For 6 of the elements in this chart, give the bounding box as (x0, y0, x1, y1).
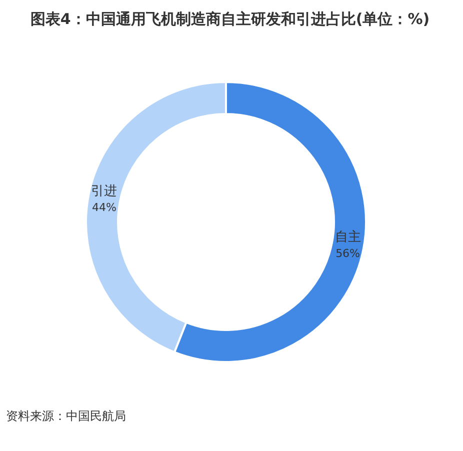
text: 资料来源：中国民航局 (6, 408, 126, 425)
chart-title: 图表4：中国通用飞机制造商自主研发和引进占比(单位：%) (29, 9, 431, 30)
slice-label: 自主 (334, 229, 361, 246)
data-label: 56% (336, 247, 360, 260)
data-label: 44% (92, 200, 116, 214)
slice-label: 引进 (91, 184, 118, 199)
